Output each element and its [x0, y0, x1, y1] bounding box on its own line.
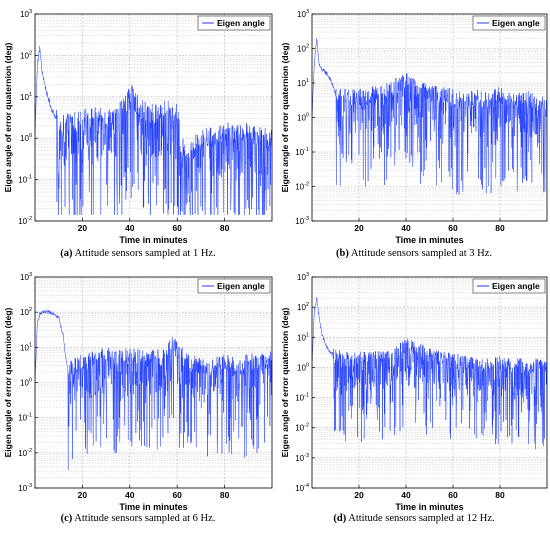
legend-label: Eigen angle [217, 281, 265, 291]
y-axis-label: Eigen angle of error quaternion (deg) [280, 307, 290, 457]
panel-caption-a: (a) Attitude sensors sampled at 1 Hz. [18, 248, 258, 259]
y-tick-label: 10-4 [295, 483, 309, 493]
axes-frame [311, 276, 548, 489]
x-tick-label: 60 [448, 223, 458, 233]
x-tick-label: 40 [401, 223, 411, 233]
x-tick-label: 40 [125, 490, 135, 500]
y-tick-label: 103 [297, 9, 309, 19]
x-tick-label: 60 [448, 490, 458, 500]
legend-box [472, 278, 546, 294]
y-tick-label: 101 [20, 342, 32, 352]
x-tick-label: 20 [78, 490, 88, 500]
y-tick-label: 10-1 [18, 413, 32, 423]
caption-tag: (c) [60, 513, 73, 524]
legend-box [197, 15, 271, 31]
y-tick-label: 10-3 [18, 483, 32, 493]
chart-panel-a: 20 40 60 80 10-2 10-1 100 101 102 103 Time in minu… [3, 9, 273, 245]
x-tick-label: 20 [354, 490, 364, 500]
caption-text: Attitude sensors sampled at 3 Hz. [348, 248, 493, 259]
caption-tag: (d) [333, 513, 347, 524]
y-tick-label: 103 [20, 9, 32, 19]
x-axis-label: Time in minutes [119, 235, 187, 245]
legend: Eigen angle [197, 15, 271, 31]
caption-text: Attitude sensors sampled at 6 Hz. [72, 513, 216, 524]
panel-caption-b: (b) Attitude sensors sampled at 3 Hz. [294, 248, 534, 259]
y-tick-label: 101 [297, 332, 309, 342]
series-line-eigen-angle [35, 309, 272, 470]
plot-area [35, 14, 272, 221]
legend-label: Eigen angle [492, 18, 540, 28]
legend-box [472, 15, 546, 31]
y-tick-label: 10-3 [295, 216, 309, 226]
x-tick-label: 80 [495, 490, 505, 500]
y-tick-label: 10-2 [295, 423, 309, 433]
y-tick-label: 100 [297, 113, 309, 123]
y-tick-label: 103 [297, 272, 309, 282]
series-line-eigen-angle [312, 297, 547, 450]
x-tick-label: 60 [172, 490, 182, 500]
y-tick-label: 102 [297, 44, 309, 54]
y-tick-label: 100 [20, 378, 32, 388]
y-tick-label: 102 [20, 307, 32, 317]
y-tick-label: 103 [20, 272, 32, 282]
y-tick-label: 10-2 [18, 216, 32, 226]
y-tick-label: 10-1 [295, 393, 309, 403]
legend-label: Eigen angle [217, 18, 265, 28]
y-tick-label: 10-2 [18, 448, 32, 458]
y-tick-label: 10-1 [295, 147, 309, 157]
x-axis-label: Time in minutes [119, 502, 187, 512]
legend: Eigen angle [472, 15, 546, 31]
x-axis-label: Time in minutes [395, 235, 463, 245]
panel-caption-d: (d) Attitude sensors sampled at 12 Hz. [294, 513, 534, 524]
x-tick-label: 40 [125, 223, 135, 233]
series-line-eigen-angle [312, 38, 547, 195]
y-axis-label: Eigen angle of error quaternion (deg) [3, 42, 13, 192]
x-tick-label: 80 [495, 223, 505, 233]
y-tick-label: 102 [20, 50, 32, 60]
legend: Eigen angle [197, 278, 271, 294]
x-tick-label: 20 [354, 223, 364, 233]
series-line-eigen-angle [35, 46, 272, 216]
x-tick-label: 60 [172, 223, 182, 233]
x-axis-label: Time in minutes [395, 502, 463, 512]
caption-text: Attitude sensors sampled at 12 Hz. [346, 513, 495, 524]
y-tick-label: 10-2 [295, 182, 309, 192]
axes-frame [34, 13, 273, 222]
y-tick-label: 101 [297, 78, 309, 88]
y-tick-label: 102 [297, 302, 309, 312]
x-tick-label: 40 [401, 490, 411, 500]
y-tick-label: 10-3 [295, 453, 309, 463]
caption-tag: (b) [335, 248, 349, 259]
legend-label: Eigen angle [492, 281, 540, 291]
chart-panel-b: 20 40 60 80 10-3 10-2 10-1 100 101 102 103 Time in … [280, 9, 548, 245]
y-axis-label: Eigen angle of error quaternion (deg) [3, 307, 13, 457]
panel-caption-c: (c) Attitude sensors sampled at 6 Hz. [18, 513, 258, 524]
legend: Eigen angle [472, 278, 546, 294]
chart-panel-d: 20 40 60 80 10-4 10-3 10-2 10-1 100 101 102 103 Time… [280, 272, 548, 512]
caption-tag: (a) [60, 248, 73, 259]
y-tick-label: 100 [297, 362, 309, 372]
y-tick-label: 101 [20, 92, 32, 102]
legend-box [197, 278, 271, 294]
x-tick-label: 20 [78, 223, 88, 233]
chart-panel-c: 20 40 60 80 10-3 10-2 10-1 100 101 102 103 Time in … [3, 272, 273, 512]
x-tick-label: 80 [220, 223, 230, 233]
caption-text: Attitude sensors sampled at 1 Hz. [72, 248, 216, 259]
y-tick-label: 10-1 [18, 175, 32, 185]
x-tick-label: 80 [220, 490, 230, 500]
y-axis-label: Eigen angle of error quaternion (deg) [280, 42, 290, 192]
y-tick-label: 100 [20, 133, 32, 143]
